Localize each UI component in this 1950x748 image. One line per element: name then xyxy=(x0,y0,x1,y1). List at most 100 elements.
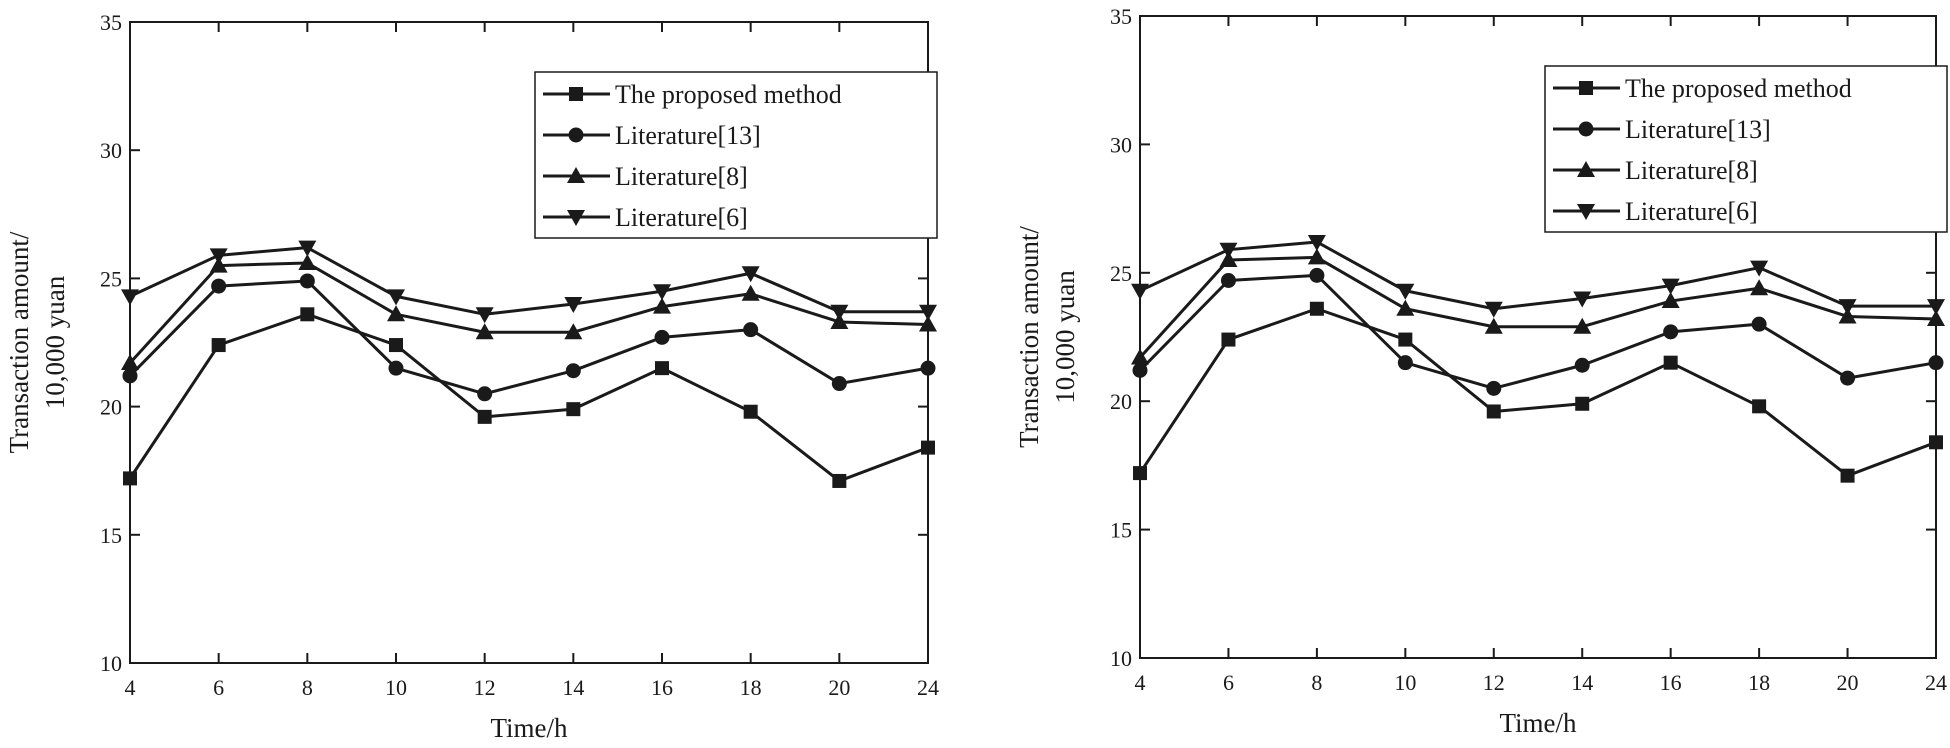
x-axis-title: Time/h xyxy=(1499,708,1577,738)
data-point-s2 xyxy=(654,329,670,345)
data-point-s1 xyxy=(1221,332,1236,347)
data-point-s4 xyxy=(1131,283,1149,300)
data-point-s3 xyxy=(1484,317,1503,334)
data-point-s2 xyxy=(1928,355,1944,371)
y-tick-label: 10 xyxy=(1110,646,1132,671)
series-line-3 xyxy=(1138,255,1937,359)
x-tick-label: 12 xyxy=(474,675,496,700)
data-point-s2 xyxy=(920,360,936,376)
x-tick-label: 20 xyxy=(828,675,850,700)
data-point-s4 xyxy=(475,307,494,324)
legend-label: Literature[8] xyxy=(1625,156,1758,185)
data-point-s2 xyxy=(1132,362,1148,378)
data-point-s1 xyxy=(1398,332,1413,347)
data-point-s4 xyxy=(564,297,583,314)
data-point-s3 xyxy=(1661,292,1680,309)
data-point-s2 xyxy=(1486,380,1502,396)
y-tick-label: 10 xyxy=(100,651,122,676)
legend-label: Literature[6] xyxy=(1625,197,1758,226)
data-point-s1 xyxy=(1309,301,1324,316)
x-axis-title: Time/h xyxy=(490,713,568,743)
data-point-s1 xyxy=(1133,466,1147,481)
data-point-s3 xyxy=(564,323,583,340)
data-point-s3 xyxy=(209,256,228,273)
chart-2: 4 6 8 10 12 14 16 18 20 24 10 15 20 25 30 35 Time/h Trans… xyxy=(1014,4,1948,738)
data-point-s1 xyxy=(1575,396,1590,411)
x-tick-label: 12 xyxy=(1483,670,1505,695)
data-point-s4 xyxy=(1927,299,1945,316)
data-point-s4 xyxy=(121,289,139,306)
legend: The proposed method Literature[13] Literat… xyxy=(534,71,938,239)
x-tick-label: 18 xyxy=(740,675,762,700)
data-point-s3 xyxy=(1131,348,1149,365)
data-point-s4 xyxy=(1484,301,1503,318)
plot-frame xyxy=(129,21,929,664)
data-point-s2 xyxy=(1663,324,1679,340)
legend-label: Literature[13] xyxy=(615,121,761,150)
data-point-s4 xyxy=(1838,299,1857,316)
legend-box xyxy=(534,71,938,239)
x-tick-label: 16 xyxy=(1660,670,1682,695)
series-line-1 xyxy=(128,312,929,483)
data-point-s3 xyxy=(1838,307,1857,324)
chart-1: 4 6 8 10 12 14 16 18 20 24 10 15 20 25 30 35 Time/h Trans… xyxy=(4,10,939,743)
data-point-s1 xyxy=(743,404,758,419)
data-point-s4 xyxy=(1750,260,1769,277)
x-tick-label: 24 xyxy=(917,675,939,700)
data-point-s3 xyxy=(1927,310,1945,327)
series-line-4 xyxy=(129,246,928,316)
legend-marker xyxy=(1577,204,1595,220)
data-point-s4 xyxy=(741,266,760,283)
data-point-s3 xyxy=(1219,250,1238,267)
data-point-s1 xyxy=(1663,355,1678,370)
data-point-s3 xyxy=(298,254,317,271)
legend: The proposed method Literature[13] Literat… xyxy=(1544,65,1948,233)
x-tick-label: 8 xyxy=(1311,670,1322,695)
data-point-s4 xyxy=(1573,291,1592,308)
legend-marker xyxy=(569,87,583,101)
legend-marker xyxy=(567,210,585,226)
y-axis-title-line: 10,000 yuan xyxy=(1050,270,1080,404)
data-point-s1 xyxy=(566,402,581,417)
y-axis-title-line: Transaction amount/ xyxy=(1014,226,1044,448)
legend-marker xyxy=(568,127,584,143)
data-point-s1 xyxy=(1840,468,1855,483)
x-tick-label: 6 xyxy=(213,675,224,700)
data-point-s2 xyxy=(1574,357,1590,373)
data-point-s2 xyxy=(1309,267,1325,283)
data-point-s1 xyxy=(389,338,403,353)
data-point-s1 xyxy=(1486,404,1501,419)
data-point-s2 xyxy=(211,278,227,294)
data-point-s3 xyxy=(475,323,494,340)
x-tick-label: 6 xyxy=(1223,670,1234,695)
x-tick-label: 14 xyxy=(1571,670,1593,695)
legend-marker xyxy=(567,167,585,183)
data-point-s1 xyxy=(832,473,847,488)
legend-label: Literature[6] xyxy=(615,203,748,232)
x-tick-label: 8 xyxy=(302,675,313,700)
legend-label: The proposed method xyxy=(615,80,842,109)
data-point-s1 xyxy=(1929,435,1943,450)
x-tick-label: 4 xyxy=(125,675,136,700)
data-point-s2 xyxy=(122,368,138,384)
data-point-s1 xyxy=(1752,399,1767,414)
data-point-s4 xyxy=(830,304,849,321)
plot-frame xyxy=(1139,15,1937,659)
data-point-s2 xyxy=(831,376,847,392)
legend-box xyxy=(1544,65,1948,233)
data-point-s4 xyxy=(653,284,671,301)
data-point-s3 xyxy=(121,354,139,371)
legend-label: Literature[13] xyxy=(1625,115,1771,144)
legend-label: The proposed method xyxy=(1625,74,1852,103)
data-point-s4 xyxy=(387,289,405,306)
series-line-4 xyxy=(1139,240,1936,311)
data-point-s3 xyxy=(653,297,671,314)
data-point-s2 xyxy=(743,322,759,338)
y-tick-label: 30 xyxy=(1110,132,1132,157)
data-point-s3 xyxy=(387,305,405,322)
x-tick-label: 10 xyxy=(1394,670,1416,695)
data-point-s1 xyxy=(300,307,315,322)
y-tick-label: 30 xyxy=(100,138,122,163)
series-line-2 xyxy=(128,279,929,396)
